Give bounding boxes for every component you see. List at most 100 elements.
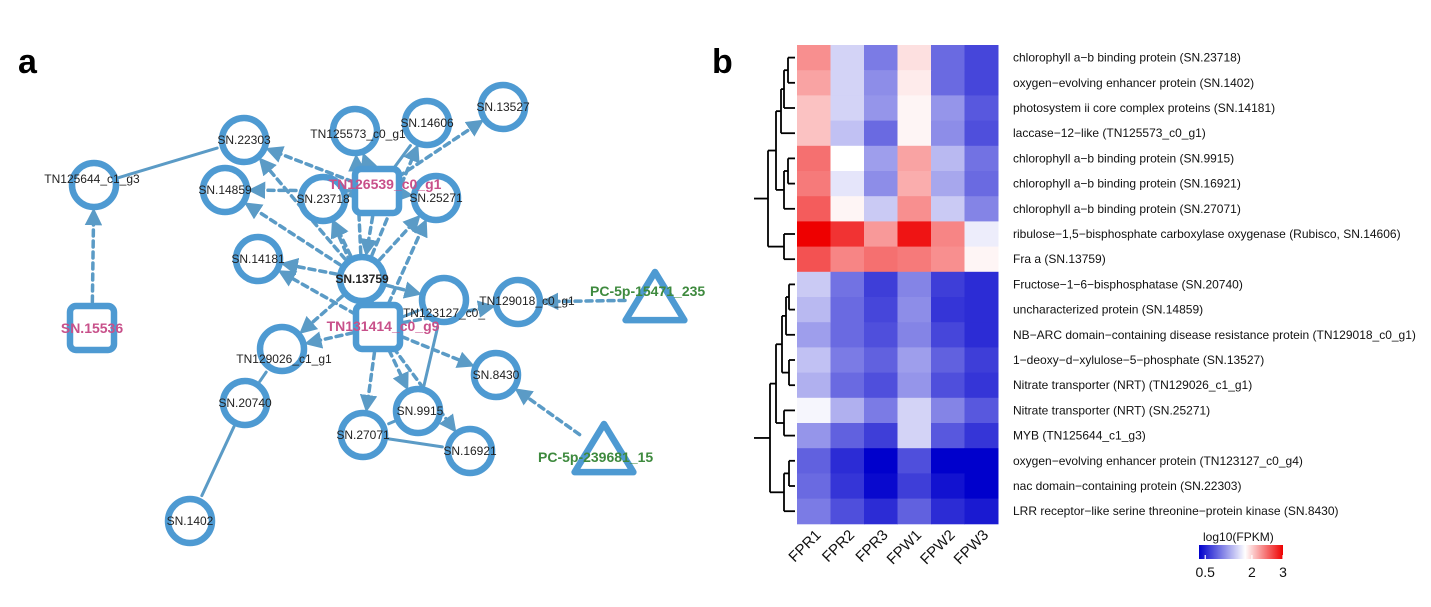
heatmap-cell-r11-fpr3	[864, 322, 898, 348]
column-label-fpr1: FPR1	[785, 527, 824, 566]
heatmap-cell-r13-fpr3	[864, 372, 898, 399]
heatmap-cell-r1-fpr2	[830, 70, 865, 96]
heatmap-cell-r7-fpr2	[830, 221, 865, 248]
column-label-fpw3: FPW3	[951, 527, 992, 568]
column-label-fpr2: FPR2	[819, 527, 858, 566]
heatmap-cell-r12-fpw2	[931, 347, 965, 374]
heatmap-cell-r10-fpw3	[964, 297, 999, 323]
node-sn-1402	[164, 495, 216, 547]
row-label-15: MYB (TN125644_c1_g3)	[1013, 429, 1146, 443]
heatmap-cell-r18-fpw3	[964, 498, 999, 525]
row-label-10: uncharacterized protein (SN.14859)	[1013, 303, 1203, 317]
edge-sn-13759-to-sn-14181	[280, 258, 339, 276]
heatmap-cell-r3-fpr1	[797, 120, 831, 147]
edge-tn131414-c0-g9-to-sn-9915	[387, 348, 409, 391]
heatmap-cell-r16-fpr1	[797, 448, 831, 474]
panel-label-b: b	[712, 43, 733, 81]
node-label-sn-14859: SN.14859	[198, 183, 252, 197]
heatmap-cell-r0-fpr1	[797, 45, 831, 71]
heatmap-cell-r11-fpr2	[830, 322, 865, 348]
node-label-sn-13759: SN.13759	[335, 272, 389, 286]
legend-title: log10(FPKM)	[1203, 530, 1274, 544]
row-label-6: chlorophyll a−b binding protein (SN.2707…	[1013, 202, 1241, 216]
heatmap-cell-r9-fpr2	[830, 271, 865, 298]
heatmap-cell-r15-fpw2	[931, 423, 965, 449]
node-label-tn126539-c0-g1: TN126539_c0_g1	[329, 176, 442, 192]
heatmap-cell-r5-fpr2	[830, 171, 865, 197]
heatmap-cell-r18-fpr1	[797, 498, 831, 525]
node-sn-16921	[444, 425, 496, 477]
node-label-sn-15536: SN.15536	[61, 320, 123, 336]
node-label-sn-22303: SN.22303	[217, 133, 271, 147]
edge-sn-9915-to-sn-27071	[387, 419, 396, 426]
network-labels: SN.22303 TN125644_c1_g3 SN.14859 TN125573_c…	[44, 100, 705, 528]
heatmap-cell-r15-fpr2	[830, 423, 865, 449]
heatmap-cell-r1-fpr3	[864, 70, 898, 96]
heatmap-cell-r0-fpw2	[931, 45, 965, 71]
node-sn-22303	[218, 114, 270, 166]
heatmap-cell-r11-fpw3	[964, 322, 999, 348]
heatmap-cell-r6-fpw3	[964, 196, 999, 222]
heatmap-cell-r18-fpw1	[897, 498, 932, 525]
heatmap-cell-r8-fpw3	[964, 246, 999, 273]
heatmap-cell-r4-fpw2	[931, 145, 965, 172]
node-pc-5p-239681-15	[571, 420, 637, 476]
heatmap-cell-r6-fpw2	[931, 196, 965, 222]
edge-tn126539-c0-g1-to-sn-22303	[265, 146, 355, 184]
edge-tn131414-c0-g9-to-sn-8430	[400, 335, 475, 368]
edge-sn-13759-to-sn-22303	[258, 157, 347, 261]
legend-ticks: 0.5 2 3	[1195, 555, 1287, 580]
node-label-sn-8430: SN.8430	[473, 368, 520, 382]
heatmap-cell-r13-fpr2	[830, 372, 865, 399]
node-label-sn-20740: SN.20740	[218, 396, 272, 410]
heatmap-cell-r13-fpw2	[931, 372, 965, 399]
row-label-4: chlorophyll a−b binding protein (SN.9915…	[1013, 151, 1234, 165]
heatmap-cell-r12-fpr3	[864, 347, 898, 374]
heatmap-cell-r17-fpr3	[864, 473, 898, 500]
row-label-16: oxygen−evolving enhancer protein (TN1231…	[1013, 454, 1303, 468]
edge-tn126539-c0-g1-to-tn125573-c0-g1	[360, 152, 378, 172]
heatmap-cell-r11-fpw1	[897, 322, 932, 348]
node-sn-23718	[297, 173, 349, 225]
row-label-14: Nitrate transporter (NRT) (SN.25271)	[1013, 403, 1210, 417]
row-label-0: chlorophyll a−b binding protein (SN.2371…	[1013, 51, 1241, 65]
edge-tn126539-c0-g1-to-sn-13759	[360, 214, 378, 257]
node-tn125644-c1-g3	[68, 159, 120, 211]
heatmap-cell-r3-fpw3	[964, 120, 999, 147]
heatmap-cell-r0-fpw3	[964, 45, 999, 71]
heatmap-cell-r10-fpr1	[797, 297, 831, 323]
heatmap-cell-r5-fpr3	[864, 171, 898, 197]
node-label-sn-16921: SN.16921	[443, 444, 497, 458]
heatmap-cell-r8-fpr3	[864, 246, 898, 273]
node-sn-14606	[401, 97, 453, 149]
heatmap-cell-r12-fpw1	[897, 347, 932, 374]
heatmap-cell-r13-fpr1	[797, 372, 831, 399]
node-label-tn123127-c0-g4: TN123127_c0_	[403, 306, 485, 320]
heatmap-cell-r5-fpw1	[897, 171, 932, 197]
node-sn-25271	[410, 172, 462, 224]
heatmap-cell-r2-fpw3	[964, 95, 999, 122]
heatmap-cell-r10-fpw1	[897, 297, 932, 323]
row-dendrogram	[754, 56, 795, 513]
edge-tn126539-c0-g1-to-sn-25271	[394, 184, 414, 202]
heatmap-cell-r14-fpr2	[830, 397, 865, 424]
legend-colorbar	[1199, 545, 1283, 559]
heatmap-row-labels: chlorophyll a−b binding protein (SN.2371…	[1013, 51, 1416, 519]
node-label-sn-9915: SN.9915	[397, 404, 444, 418]
node-label-sn-27071: SN.27071	[336, 428, 390, 442]
heatmap-cell-r9-fpr3	[864, 271, 898, 298]
heatmap-cell-r9-fpw2	[931, 271, 965, 298]
heatmap-cell-r13-fpw3	[964, 372, 999, 399]
heatmap-cell-r10-fpr2	[830, 297, 865, 323]
edge-tn131414-c0-g9-to-tn123127-c0-g4	[400, 309, 420, 319]
heatmap-cell-r14-fpw1	[897, 397, 932, 424]
row-label-3: laccase−12−like (TN125573_c0_g1)	[1013, 126, 1206, 140]
node-sn-15536	[66, 302, 118, 354]
node-sn-27071	[337, 409, 389, 461]
heatmap-cell-r6-fpr1	[797, 196, 831, 222]
row-label-9: Fructose−1−6−bisphosphatase (SN.20740)	[1013, 277, 1243, 291]
column-label-fpr3: FPR3	[852, 527, 891, 566]
heatmap-cell-r6-fpw1	[897, 196, 932, 222]
